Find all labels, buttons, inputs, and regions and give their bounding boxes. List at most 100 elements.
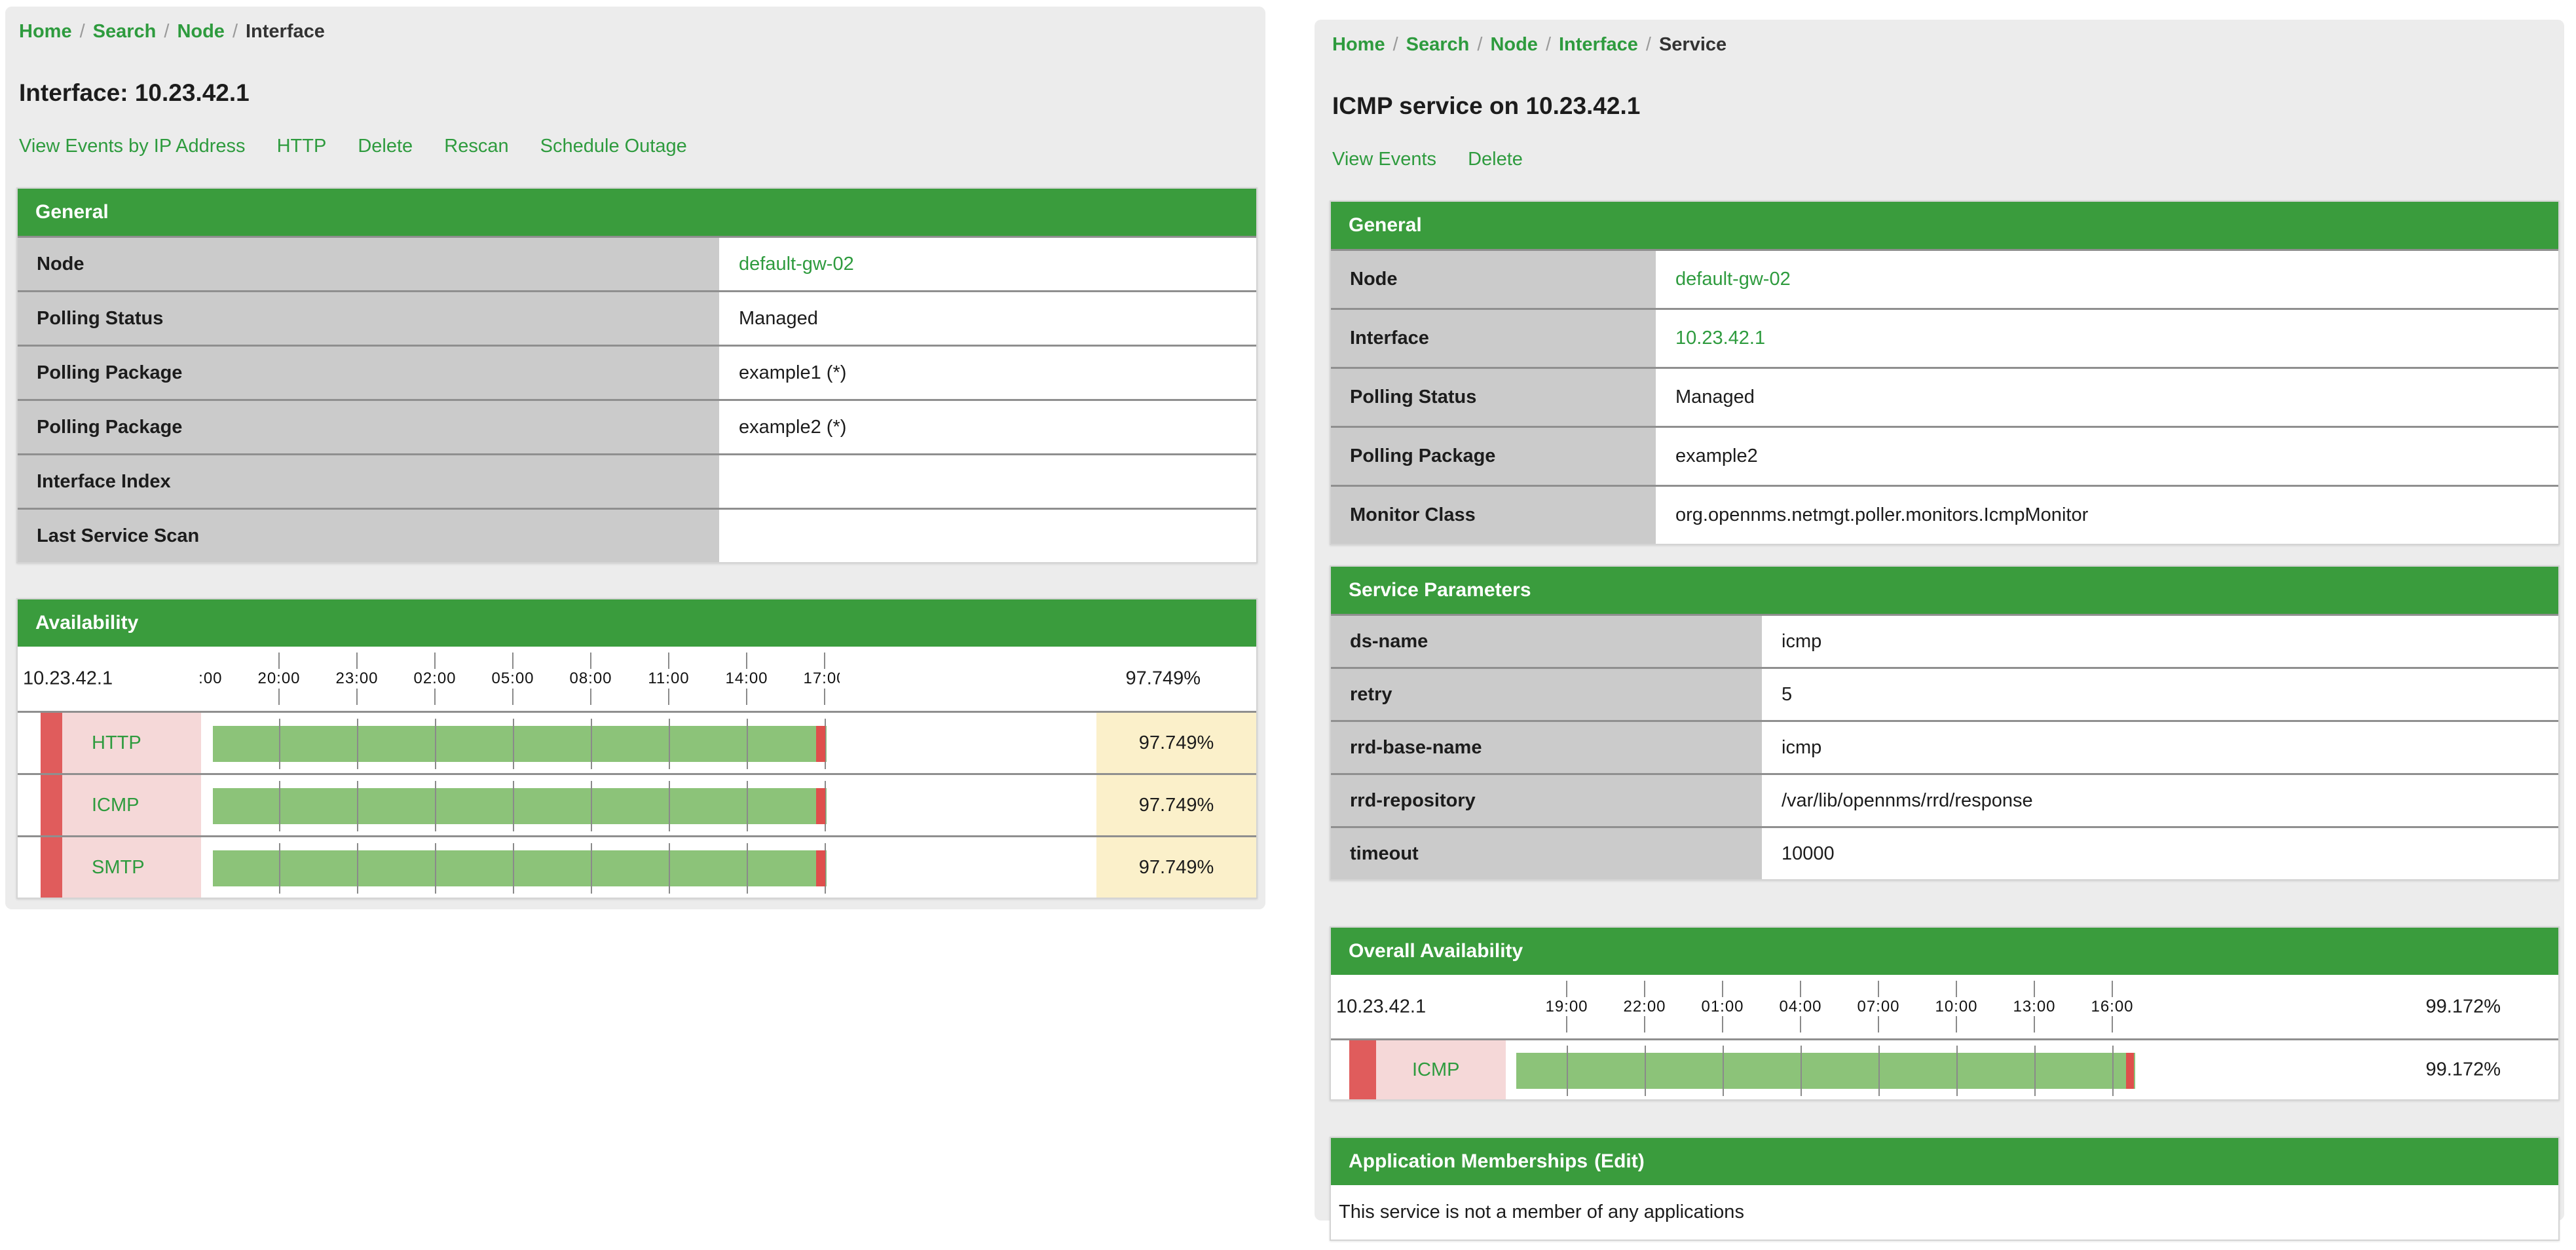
table-row-node: Node default-gw-02 (18, 236, 1256, 290)
schedule-outage-link[interactable]: Schedule Outage (540, 136, 687, 157)
availability-percent: 99.172% (2425, 1059, 2501, 1080)
table-row-interface: Interface 10.23.42.1 (1331, 308, 2558, 367)
view-events-link[interactable]: View Events (1332, 149, 1437, 170)
overall-availability-percent: 97.749% (1125, 668, 1201, 689)
breadcrumb-search[interactable]: Search (1406, 34, 1470, 55)
row-value: /var/lib/opennms/rrd/response (1762, 775, 2558, 826)
rescan-link[interactable]: Rescan (444, 136, 509, 157)
http-link[interactable]: HTTP (276, 136, 327, 157)
tick-mark (746, 653, 747, 669)
service-label-cell: SMTP (62, 837, 201, 898)
tick-mark (590, 653, 591, 669)
bar-tick-line (513, 719, 514, 769)
availability-percent-cell: 97.749% (1096, 775, 1256, 835)
bar-tick-line (357, 719, 358, 769)
time-tick-label: 07:00 (1857, 997, 1900, 1015)
tick-mark (2034, 981, 2035, 997)
time-tick-label: 19:00 (1545, 997, 1588, 1015)
bar-tick-line (435, 719, 436, 769)
row-label: ds-name (1331, 616, 1762, 667)
availability-bar (213, 788, 827, 824)
service-label-cell: HTTP (62, 713, 201, 773)
view-events-by-ip-link[interactable]: View Events by IP Address (19, 136, 246, 157)
service-link-smtp[interactable]: SMTP (92, 856, 145, 878)
tick-mark (1956, 981, 1957, 997)
tick-mark (746, 689, 747, 705)
breadcrumb-node[interactable]: Node (1490, 34, 1538, 55)
row-label: Polling Status (18, 292, 719, 345)
row-label: Polling Package (18, 401, 719, 453)
bar-tick-line (1956, 1046, 1958, 1096)
bar-tick-line (1878, 1046, 1880, 1096)
table-row-interface-index: Interface Index (18, 453, 1256, 508)
bar-tick-line (747, 781, 748, 831)
interface-ip-label: 10.23.42.1 (1336, 996, 1427, 1017)
service-availability-row-icmp: ICMP 99.172% (1331, 1038, 2558, 1099)
service-link-icmp[interactable]: ICMP (92, 794, 140, 816)
time-tick-label: 20:00 (257, 670, 301, 687)
row-value: Managed (719, 292, 1256, 345)
bar-tick-line (357, 843, 358, 894)
overall-availability-header: Overall Availability (1331, 928, 2558, 975)
outage-segment (816, 788, 825, 824)
tick-mark (824, 653, 825, 669)
availability-summary-row: 10.23.42.1 17:00 20:00 23:00 02:00 05:00 08:0… (18, 647, 1256, 711)
table-row-polling-package: Polling Package example2 (1331, 426, 2558, 485)
availability-bar (213, 726, 827, 762)
tick-mark (1722, 981, 1723, 997)
delete-link[interactable]: Delete (1468, 149, 1523, 170)
bar-tick-line (591, 719, 592, 769)
tick-mark (1878, 1016, 1879, 1032)
tick-mark (1566, 981, 1567, 997)
bar-tick-line (435, 843, 436, 894)
delete-link[interactable]: Delete (358, 136, 413, 157)
breadcrumb-home[interactable]: Home (1332, 34, 1385, 55)
outage-indicator-stripe (1349, 1040, 1376, 1099)
row-value: icmp (1762, 616, 2558, 667)
application-memberships-header: Application Memberships (Edit) (1331, 1138, 2558, 1185)
bar-tick-line (2034, 1046, 2036, 1096)
service-link-http[interactable]: HTTP (92, 732, 141, 753)
tick-mark (668, 653, 669, 669)
availability-bar (213, 850, 827, 886)
tick-mark (434, 689, 436, 705)
interface-link[interactable]: 10.23.42.1 (1656, 310, 2558, 367)
service-parameters-header: Service Parameters (1331, 567, 2558, 614)
breadcrumb-search[interactable]: Search (92, 21, 157, 42)
availability-table-header: Availability (18, 599, 1256, 647)
tick-mark (2034, 1016, 2035, 1032)
edit-memberships-link[interactable]: (Edit) (1594, 1150, 1645, 1172)
bar-tick-line (825, 719, 826, 769)
service-link-icmp[interactable]: ICMP (1412, 1059, 1460, 1080)
availability-summary-row: 10.23.42.1 19:00 22:00 01:00 04:00 07:00 10:0… (1331, 975, 2558, 1038)
bar-tick-line (435, 781, 436, 831)
breadcrumb: Home / Search / Node / Interface (16, 7, 1258, 43)
time-tick-label: 02:00 (413, 670, 457, 687)
tick-mark (278, 653, 280, 669)
time-tick-label: 08:00 (569, 670, 612, 687)
bar-tick-line (591, 781, 592, 831)
row-value: 10000 (1762, 828, 2558, 879)
breadcrumb-node[interactable]: Node (177, 21, 225, 42)
time-tick-label: 23:00 (335, 670, 379, 687)
row-label: Node (1331, 251, 1656, 308)
row-label: Polling Package (1331, 428, 1656, 485)
breadcrumb-home[interactable]: Home (19, 21, 72, 42)
row-value (719, 510, 1256, 562)
general-table: General Node default-gw-02 Interface 10.… (1330, 200, 2560, 545)
bar-tick-line (279, 719, 280, 769)
breadcrumb-interface[interactable]: Interface (1559, 34, 1638, 55)
node-link[interactable]: default-gw-02 (719, 238, 1256, 290)
tick-mark (512, 689, 513, 705)
row-label: Node (18, 238, 719, 290)
page-title: Interface: 10.23.42.1 (19, 79, 250, 106)
general-table-header: General (18, 189, 1256, 236)
row-value: 5 (1762, 669, 2558, 720)
node-link[interactable]: default-gw-02 (1656, 251, 2558, 308)
breadcrumb-interface-current: Interface (246, 21, 325, 42)
row-value: example2 (1656, 428, 2558, 485)
table-row-retry: retry 5 (1331, 667, 2558, 720)
tick-mark (1800, 981, 1801, 997)
bar-tick-line (669, 843, 670, 894)
